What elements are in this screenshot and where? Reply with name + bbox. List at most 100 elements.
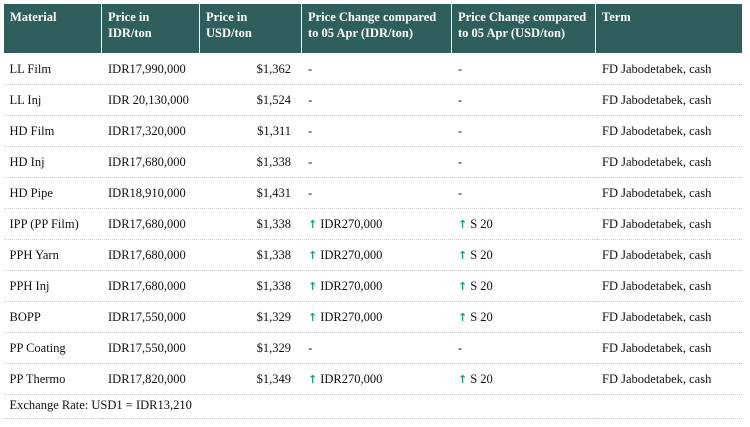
price-table: Material Price in IDR/ton Price in USD/t… xyxy=(3,3,743,419)
cell-term-text: FD Jabodetabek, cash xyxy=(602,123,712,138)
footer-row: Exchange Rate: USD1 = IDR13,210 xyxy=(3,394,743,419)
cell-price-usd: $1,329 xyxy=(199,332,302,364)
cell-term: FD Jabodetabek, cash xyxy=(595,84,743,116)
cell-price-usd: $1,362 xyxy=(199,53,302,85)
cell-material-text: LL Inj xyxy=(9,92,42,107)
cell-price-usd: $1,338 xyxy=(199,239,302,271)
cell-material: PPH Inj xyxy=(3,270,102,302)
exchange-rate-note: Exchange Rate: USD1 = IDR13,210 xyxy=(3,394,302,419)
cell-price-usd-text: $1,338 xyxy=(256,247,291,262)
cell-price-usd-text: $1,311 xyxy=(257,123,291,138)
cell-change-idr-text: - xyxy=(308,154,313,169)
table-row: LL Inj IDR 20,130,000 $1,524 - - FD Jabodetab… xyxy=(3,84,743,116)
cell-change-idr: - xyxy=(301,115,452,147)
cell-term: FD Jabodetabek, cash xyxy=(595,270,743,302)
table-row: PP Coating IDR17,550,000 $1,329 - - FD Jabode… xyxy=(3,332,743,364)
cell-change-idr: ↑ IDR270,000 xyxy=(301,301,452,333)
cell-change-idr: - xyxy=(301,84,452,116)
cell-term: FD Jabodetabek, cash xyxy=(595,239,743,271)
cell-material-text: PPH Yarn xyxy=(9,247,59,262)
cell-price-usd: $1,338 xyxy=(199,146,302,178)
cell-change-usd: ↑ S 20 xyxy=(451,301,596,333)
cell-price-usd: $1,329 xyxy=(199,301,302,333)
cell-change-usd-text: - xyxy=(458,340,463,355)
cell-price-usd-text: $1,524 xyxy=(256,92,291,107)
cell-change-usd-text: S 20 xyxy=(470,247,493,262)
cell-term: FD Jabodetabek, cash xyxy=(595,332,743,364)
cell-price-usd-text: $1,338 xyxy=(256,216,291,231)
cell-material: LL Film xyxy=(3,53,102,85)
cell-change-usd: - xyxy=(451,84,596,116)
cell-price-idr: IDR18,910,000 xyxy=(101,177,200,209)
table-row: HD Film IDR17,320,000 $1,311 - - FD Jabodetab… xyxy=(3,115,743,147)
cell-change-usd-text: S 20 xyxy=(470,371,493,386)
price-table-container: Material Price in IDR/ton Price in USD/t… xyxy=(3,3,743,419)
header-change-idr: Price Change compared to 05 Apr (IDR/ton… xyxy=(301,3,452,54)
cell-change-usd-text: - xyxy=(458,185,463,200)
cell-price-idr-text: IDR17,680,000 xyxy=(108,278,186,293)
cell-term-text: FD Jabodetabek, cash xyxy=(602,185,712,200)
cell-term-text: FD Jabodetabek, cash xyxy=(602,216,712,231)
cell-term: FD Jabodetabek, cash xyxy=(595,115,743,147)
cell-price-usd: $1,311 xyxy=(199,115,302,147)
cell-price-usd-text: $1,329 xyxy=(256,309,291,324)
cell-change-usd-text: S 20 xyxy=(470,278,493,293)
cell-change-usd-text: S 20 xyxy=(470,309,493,324)
cell-price-idr: IDR17,550,000 xyxy=(101,332,200,364)
table-row: PPH Inj IDR17,680,000 $1,338 ↑ IDR270,000 ↑ S … xyxy=(3,270,743,302)
cell-price-idr: IDR17,680,000 xyxy=(101,270,200,302)
cell-change-idr-text: - xyxy=(308,185,313,200)
cell-term: FD Jabodetabek, cash xyxy=(595,146,743,178)
cell-price-idr-text: IDR17,680,000 xyxy=(108,154,186,169)
header-material: Material xyxy=(3,3,102,54)
cell-price-idr: IDR17,550,000 xyxy=(101,301,200,333)
up-arrow-icon: ↑ xyxy=(308,372,318,386)
up-arrow-icon: ↑ xyxy=(308,279,318,293)
cell-term-text: FD Jabodetabek, cash xyxy=(602,340,712,355)
cell-price-idr-text: IDR17,820,000 xyxy=(108,371,186,386)
cell-price-idr: IDR 20,130,000 xyxy=(101,84,200,116)
cell-term-text: FD Jabodetabek, cash xyxy=(602,154,712,169)
cell-price-idr: IDR17,680,000 xyxy=(101,146,200,178)
up-arrow-icon: ↑ xyxy=(458,248,468,262)
up-arrow-icon: ↑ xyxy=(308,248,318,262)
cell-material: HD Pipe xyxy=(3,177,102,209)
cell-change-idr-text: - xyxy=(308,92,313,107)
cell-change-idr-text: IDR270,000 xyxy=(320,278,383,293)
cell-change-idr: - xyxy=(301,332,452,364)
cell-change-idr: ↑ IDR270,000 xyxy=(301,239,452,271)
footer-empty-cell xyxy=(451,394,596,419)
cell-material: PP Thermo xyxy=(3,363,102,395)
cell-material: PP Coating xyxy=(3,332,102,364)
header-price-usd: Price in USD/ton xyxy=(199,3,302,54)
cell-change-idr-text: - xyxy=(308,340,313,355)
header-term: Term xyxy=(595,3,743,54)
cell-change-usd: - xyxy=(451,177,596,209)
cell-material-text: HD Inj xyxy=(9,154,45,169)
cell-price-idr: IDR17,680,000 xyxy=(101,239,200,271)
cell-material-text: HD Pipe xyxy=(9,185,53,200)
table-row: BOPP IDR17,550,000 $1,329 ↑ IDR270,000 ↑ S 20 F… xyxy=(3,301,743,333)
cell-price-usd-text: $1,338 xyxy=(256,278,291,293)
cell-change-usd-text: - xyxy=(458,123,463,138)
cell-price-idr-text: IDR17,320,000 xyxy=(108,123,186,138)
cell-price-usd-text: $1,349 xyxy=(256,371,291,386)
cell-change-idr-text: IDR270,000 xyxy=(320,216,383,231)
cell-term-text: FD Jabodetabek, cash xyxy=(602,371,712,386)
cell-change-idr: ↑ IDR270,000 xyxy=(301,208,452,240)
footer-empty-cell xyxy=(301,394,452,419)
cell-term-text: FD Jabodetabek, cash xyxy=(602,309,712,324)
cell-change-idr: - xyxy=(301,53,452,85)
cell-price-idr-text: IDR17,680,000 xyxy=(108,247,186,262)
table-row: PP Thermo IDR17,820,000 $1,349 ↑ IDR270,000 ↑… xyxy=(3,363,743,395)
cell-change-usd: ↑ S 20 xyxy=(451,239,596,271)
cell-change-usd: - xyxy=(451,115,596,147)
cell-change-idr-text: IDR270,000 xyxy=(320,371,383,386)
cell-term: FD Jabodetabek, cash xyxy=(595,208,743,240)
cell-price-idr: IDR17,990,000 xyxy=(101,53,200,85)
up-arrow-icon: ↑ xyxy=(458,217,468,231)
cell-term: FD Jabodetabek, cash xyxy=(595,53,743,85)
cell-change-usd: ↑ S 20 xyxy=(451,208,596,240)
cell-term-text: FD Jabodetabek, cash xyxy=(602,92,712,107)
cell-change-idr: - xyxy=(301,177,452,209)
